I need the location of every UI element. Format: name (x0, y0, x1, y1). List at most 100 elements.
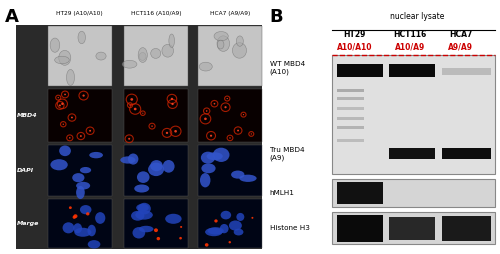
Bar (48, 89, 112, 142)
Circle shape (174, 130, 177, 133)
Bar (336, 182, 382, 204)
Text: HT29 (A10/A10): HT29 (A10/A10) (56, 11, 103, 16)
Ellipse shape (231, 170, 244, 179)
Ellipse shape (220, 224, 228, 233)
Circle shape (74, 214, 78, 218)
Ellipse shape (236, 213, 244, 221)
Circle shape (205, 243, 208, 247)
Circle shape (180, 226, 182, 228)
Text: B: B (270, 8, 283, 25)
Bar (332, 212, 495, 244)
Text: hMLH1: hMLH1 (270, 190, 294, 196)
Ellipse shape (132, 227, 145, 239)
Ellipse shape (218, 40, 224, 49)
Circle shape (72, 216, 76, 219)
Circle shape (179, 237, 182, 240)
Circle shape (61, 103, 64, 105)
Ellipse shape (213, 148, 230, 162)
Ellipse shape (50, 38, 59, 52)
Ellipse shape (62, 222, 74, 233)
Ellipse shape (80, 167, 91, 173)
Circle shape (204, 118, 207, 120)
Ellipse shape (162, 44, 173, 57)
Circle shape (166, 132, 168, 134)
Ellipse shape (74, 223, 82, 233)
Text: HCT116: HCT116 (394, 30, 426, 39)
Circle shape (250, 133, 252, 135)
Bar (48, 26, 112, 86)
Text: Marge: Marge (17, 221, 40, 226)
Bar (124, 89, 188, 142)
Bar (198, 26, 262, 86)
Ellipse shape (139, 226, 154, 232)
Ellipse shape (96, 52, 106, 60)
Bar (336, 139, 364, 142)
Ellipse shape (95, 212, 106, 224)
Ellipse shape (88, 240, 101, 248)
Ellipse shape (78, 31, 86, 44)
Bar (442, 216, 490, 241)
Circle shape (134, 108, 136, 110)
Ellipse shape (136, 204, 148, 211)
Text: Tru MBD4
(A9): Tru MBD4 (A9) (270, 147, 304, 161)
Ellipse shape (54, 56, 70, 64)
Text: HCA7: HCA7 (449, 30, 472, 39)
Ellipse shape (150, 49, 160, 58)
Bar (48, 145, 112, 196)
Ellipse shape (74, 228, 92, 237)
Ellipse shape (80, 205, 92, 214)
Ellipse shape (234, 229, 243, 235)
Ellipse shape (206, 152, 222, 160)
Text: HCA7 (A9/A9): HCA7 (A9/A9) (210, 11, 250, 16)
Ellipse shape (66, 69, 74, 85)
Ellipse shape (138, 203, 151, 214)
Bar (336, 107, 364, 109)
Ellipse shape (232, 43, 246, 58)
Ellipse shape (136, 210, 153, 220)
Circle shape (80, 135, 82, 137)
Ellipse shape (165, 214, 182, 224)
Bar (336, 89, 364, 92)
Bar (332, 55, 495, 174)
Bar (336, 215, 382, 242)
Bar (332, 179, 495, 207)
Bar (48, 199, 112, 248)
Bar (336, 126, 364, 130)
Text: A9/A9: A9/A9 (448, 42, 473, 51)
Ellipse shape (208, 227, 224, 234)
Circle shape (69, 137, 70, 139)
Circle shape (214, 103, 216, 104)
Circle shape (252, 217, 254, 219)
Ellipse shape (220, 211, 231, 219)
Bar (442, 68, 490, 75)
Circle shape (170, 98, 173, 100)
Text: A10/A9: A10/A9 (395, 42, 425, 51)
Circle shape (64, 94, 66, 95)
Ellipse shape (138, 47, 147, 62)
Ellipse shape (205, 228, 222, 236)
Ellipse shape (59, 146, 71, 156)
Ellipse shape (214, 31, 228, 41)
Circle shape (154, 228, 158, 232)
Circle shape (156, 237, 160, 240)
Circle shape (210, 135, 212, 137)
Circle shape (69, 206, 72, 209)
Ellipse shape (134, 184, 149, 193)
Bar (198, 199, 262, 248)
Bar (124, 145, 188, 196)
Circle shape (206, 110, 208, 112)
Circle shape (152, 125, 153, 127)
Circle shape (224, 106, 226, 108)
Ellipse shape (128, 153, 138, 165)
Text: HT29: HT29 (344, 30, 366, 39)
Ellipse shape (90, 152, 103, 158)
Text: nuclear lysate: nuclear lysate (390, 12, 444, 22)
Ellipse shape (139, 53, 146, 60)
Ellipse shape (122, 60, 137, 68)
Text: Histone H3: Histone H3 (270, 225, 310, 231)
Ellipse shape (217, 36, 230, 51)
Ellipse shape (76, 182, 90, 189)
Bar (390, 148, 436, 159)
Text: WT MBD4
(A10): WT MBD4 (A10) (270, 61, 305, 75)
Circle shape (237, 130, 239, 132)
